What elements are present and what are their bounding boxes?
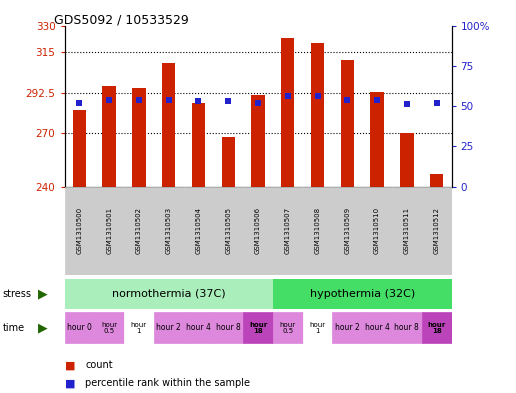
Bar [332, 187, 362, 275]
Text: normothermia (37C): normothermia (37C) [112, 289, 225, 299]
Text: hour 8: hour 8 [394, 323, 419, 332]
Bar [273, 279, 452, 309]
Bar [124, 187, 154, 275]
Bar [281, 38, 295, 187]
Text: ■: ■ [64, 378, 75, 388]
Bar [124, 312, 154, 343]
Text: GSM1310508: GSM1310508 [315, 208, 320, 254]
Bar [392, 312, 422, 343]
Bar [184, 187, 213, 275]
Bar [422, 312, 452, 343]
Bar [243, 312, 273, 343]
Bar [243, 187, 273, 275]
Text: GSM1310510: GSM1310510 [374, 208, 380, 254]
Text: GSM1310505: GSM1310505 [225, 208, 231, 254]
Text: GSM1310509: GSM1310509 [344, 208, 350, 254]
Text: ▶: ▶ [38, 321, 47, 334]
Bar [64, 312, 94, 343]
Bar [400, 133, 413, 187]
Text: GSM1310501: GSM1310501 [106, 208, 112, 254]
Bar [311, 44, 324, 187]
Text: stress: stress [3, 289, 31, 299]
Bar [192, 103, 205, 187]
Text: hypothermia (32C): hypothermia (32C) [310, 289, 415, 299]
Text: GDS5092 / 10533529: GDS5092 / 10533529 [54, 14, 189, 27]
Text: hour 2: hour 2 [335, 323, 360, 332]
Bar [362, 187, 392, 275]
Bar [184, 312, 213, 343]
Bar [362, 312, 392, 343]
Bar [221, 136, 235, 187]
Bar [251, 95, 265, 187]
Text: percentile rank within the sample: percentile rank within the sample [85, 378, 250, 388]
Bar [303, 312, 332, 343]
Text: hour
0.5: hour 0.5 [101, 321, 117, 334]
Text: hour
0.5: hour 0.5 [280, 321, 296, 334]
Text: GSM1310511: GSM1310511 [404, 208, 410, 254]
Bar [154, 312, 184, 343]
Text: hour 0: hour 0 [67, 323, 92, 332]
Bar [341, 60, 354, 187]
Bar [73, 110, 86, 187]
Text: hour
1: hour 1 [131, 321, 147, 334]
Text: hour 4: hour 4 [186, 323, 211, 332]
Text: GSM1310500: GSM1310500 [76, 208, 83, 254]
Bar [430, 174, 443, 187]
Bar [103, 86, 116, 187]
Text: GSM1310502: GSM1310502 [136, 208, 142, 254]
Bar [64, 187, 94, 275]
Text: hour
1: hour 1 [310, 321, 326, 334]
Bar [94, 312, 124, 343]
Bar [370, 92, 384, 187]
Text: GSM1310503: GSM1310503 [166, 208, 172, 254]
Text: hour 8: hour 8 [216, 323, 240, 332]
Text: hour
18: hour 18 [427, 321, 446, 334]
Text: ■: ■ [64, 360, 75, 371]
Bar [154, 187, 184, 275]
Bar [303, 187, 332, 275]
Bar [213, 187, 243, 275]
Text: GSM1310506: GSM1310506 [255, 208, 261, 254]
Text: GSM1310507: GSM1310507 [285, 208, 291, 254]
Text: hour 2: hour 2 [156, 323, 181, 332]
Bar [422, 187, 452, 275]
Text: time: time [3, 323, 25, 333]
Bar [273, 187, 303, 275]
Text: hour 4: hour 4 [365, 323, 390, 332]
Text: GSM1310512: GSM1310512 [433, 208, 440, 254]
Bar [332, 312, 362, 343]
Bar [392, 187, 422, 275]
Bar [213, 312, 243, 343]
Text: GSM1310504: GSM1310504 [196, 208, 201, 254]
Text: ▶: ▶ [38, 287, 47, 300]
Bar [132, 88, 146, 187]
Bar [64, 279, 273, 309]
Text: count: count [85, 360, 113, 371]
Bar [162, 63, 175, 187]
Text: hour
18: hour 18 [249, 321, 267, 334]
Bar [273, 312, 303, 343]
Bar [94, 187, 124, 275]
